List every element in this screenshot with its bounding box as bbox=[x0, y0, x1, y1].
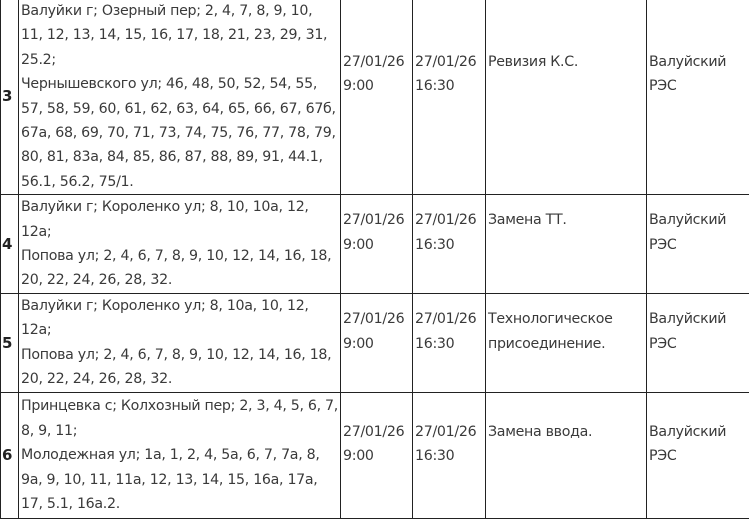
res-cell: Валуйский РЭС bbox=[647, 392, 749, 518]
end-time-cell: 27/01/26 16:30 bbox=[413, 392, 486, 518]
end-time-cell: 27/01/26 16:30 bbox=[413, 0, 486, 195]
row-number: 5 bbox=[1, 293, 19, 392]
res-cell: Валуйский РЭС bbox=[647, 0, 749, 195]
end-time-cell: 27/01/26 16:30 bbox=[413, 195, 486, 294]
address-cell: Валуйки г; Короленко ул; 8, 10а, 10, 12,… bbox=[19, 293, 341, 392]
table-row: 6 Принцевка с; Колхозный пер; 2, 3, 4, 5… bbox=[1, 392, 749, 518]
reason-cell: Замена ввода. bbox=[486, 392, 647, 518]
address-cell: Валуйки г; Озерный пер; 2, 4, 7, 8, 9, 1… bbox=[19, 0, 341, 195]
table-row: 3 Валуйки г; Озерный пер; 2, 4, 7, 8, 9,… bbox=[1, 0, 749, 195]
reason-cell: Технологическое присоединение. bbox=[486, 293, 647, 392]
start-time-cell: 27/01/26 9:00 bbox=[341, 195, 413, 294]
address-cell: Принцевка с; Колхозный пер; 2, 3, 4, 5, … bbox=[19, 392, 341, 518]
row-number: 4 bbox=[1, 195, 19, 294]
start-time-cell: 27/01/26 9:00 bbox=[341, 392, 413, 518]
address-cell: Валуйки г; Короленко ул; 8, 10, 10а, 12,… bbox=[19, 195, 341, 294]
start-time-cell: 27/01/26 9:00 bbox=[341, 293, 413, 392]
table-row: 4 Валуйки г; Короленко ул; 8, 10, 10а, 1… bbox=[1, 195, 749, 294]
res-cell: Валуйский РЭС bbox=[647, 293, 749, 392]
row-number: 3 bbox=[1, 0, 19, 195]
table-row: 5 Валуйки г; Короленко ул; 8, 10а, 10, 1… bbox=[1, 293, 749, 392]
reason-cell: Замена ТТ. bbox=[486, 195, 647, 294]
row-number: 6 bbox=[1, 392, 19, 518]
res-cell: Валуйский РЭС bbox=[647, 195, 749, 294]
start-time-cell: 27/01/26 9:00 bbox=[341, 0, 413, 195]
reason-cell: Ревизия К.С. bbox=[486, 0, 647, 195]
end-time-cell: 27/01/26 16:30 bbox=[413, 293, 486, 392]
